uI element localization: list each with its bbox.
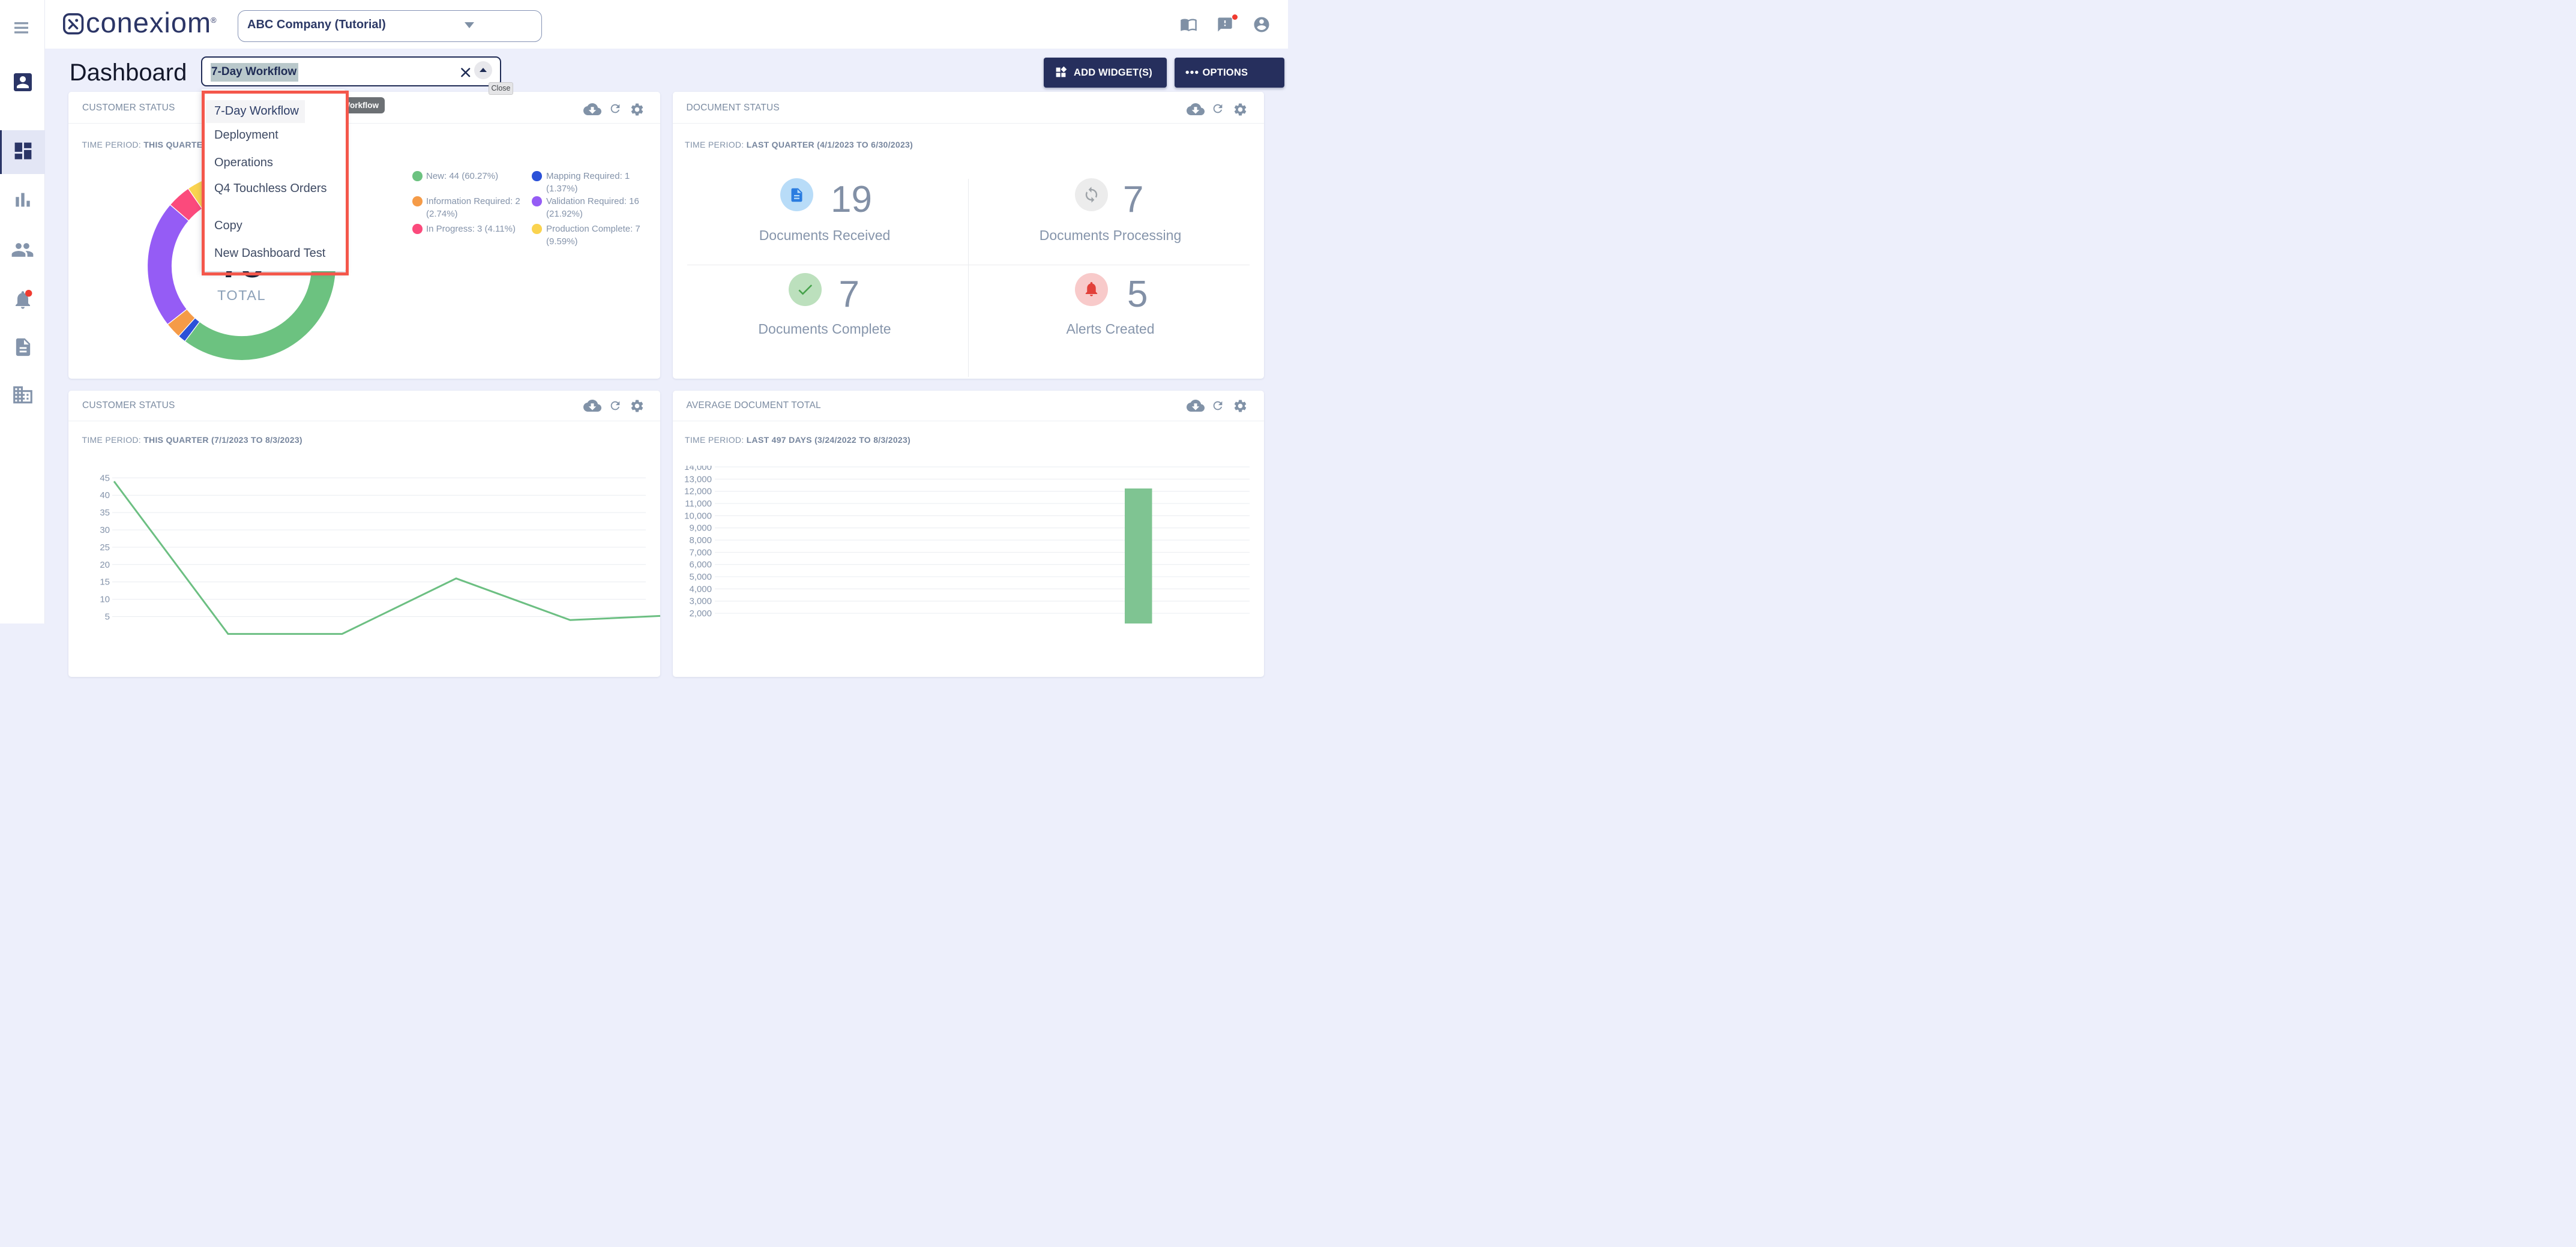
svg-text:6,000: 6,000 <box>689 559 712 569</box>
svg-text:35: 35 <box>100 508 110 518</box>
svg-text:11,000: 11,000 <box>685 499 712 509</box>
svg-text:5: 5 <box>105 612 110 622</box>
svg-text:7,000: 7,000 <box>689 547 712 557</box>
svg-text:30: 30 <box>100 525 110 535</box>
svg-text:10,000: 10,000 <box>684 511 712 521</box>
svg-text:2,000: 2,000 <box>689 608 712 619</box>
svg-text:14,000: 14,000 <box>684 466 712 472</box>
svg-text:20: 20 <box>100 560 110 570</box>
svg-text:4,000: 4,000 <box>689 584 712 594</box>
svg-text:40: 40 <box>100 490 110 500</box>
svg-text:12,000: 12,000 <box>684 486 712 496</box>
svg-text:9,000: 9,000 <box>689 523 712 533</box>
svg-text:3,000: 3,000 <box>689 596 712 606</box>
svg-text:5,000: 5,000 <box>689 572 712 582</box>
svg-text:8,000: 8,000 <box>689 535 712 545</box>
svg-text:25: 25 <box>100 542 110 553</box>
svg-text:10: 10 <box>100 595 110 605</box>
svg-text:TOTAL: TOTAL <box>217 287 266 303</box>
svg-text:15: 15 <box>100 577 110 587</box>
svg-text:45: 45 <box>100 473 110 483</box>
svg-text:13,000: 13,000 <box>684 474 712 484</box>
